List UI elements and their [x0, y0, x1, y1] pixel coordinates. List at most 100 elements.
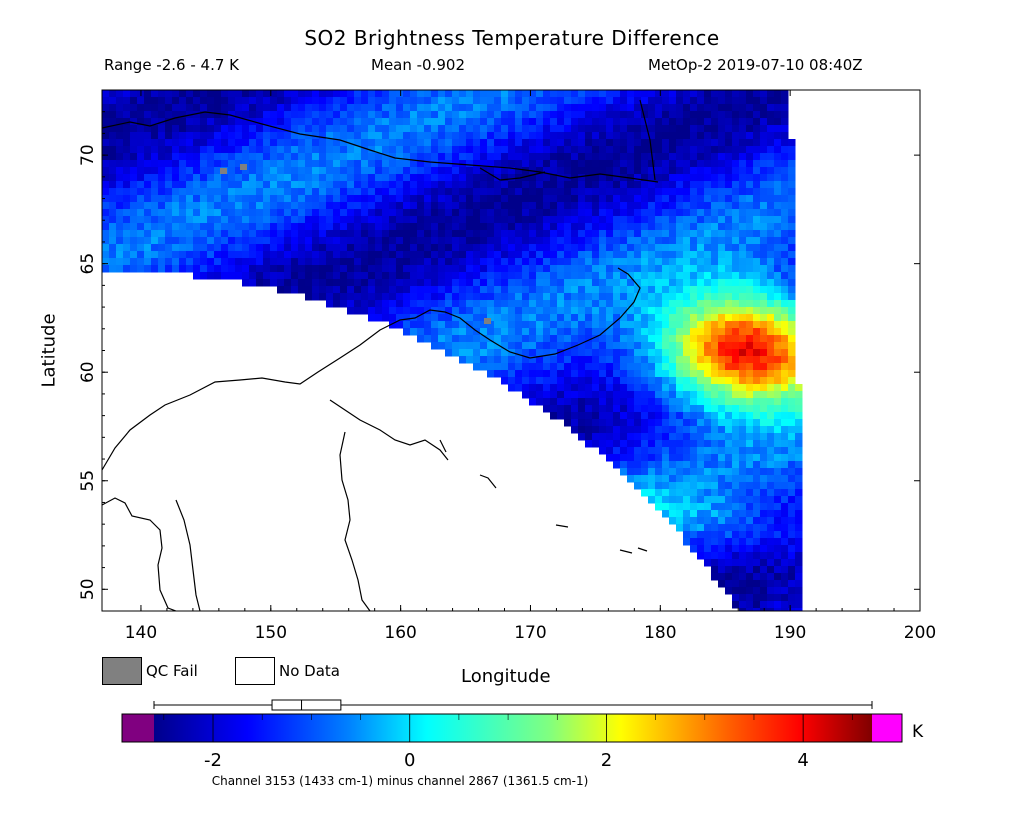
heatmap-cell — [382, 153, 390, 161]
heatmap-cell — [585, 167, 593, 175]
colorbar-over-swatch — [872, 714, 902, 742]
heatmap-cell — [718, 272, 726, 280]
heatmap-cell — [704, 545, 712, 553]
heatmap-cell — [347, 279, 355, 287]
heatmap-cell — [599, 167, 607, 175]
heatmap-cell — [473, 174, 481, 182]
heatmap-cell — [487, 174, 495, 182]
heatmap-cell — [641, 370, 649, 378]
heatmap-cell — [627, 153, 635, 161]
heatmap-cell — [753, 482, 761, 490]
heatmap-cell — [340, 90, 348, 98]
heatmap-cell — [774, 139, 782, 147]
heatmap-cell — [592, 335, 600, 343]
heatmap-cell — [774, 167, 782, 175]
heatmap-cell — [711, 272, 719, 280]
heatmap-cell — [326, 146, 334, 154]
heatmap-cell — [704, 426, 712, 434]
heatmap-cell — [634, 202, 642, 210]
heatmap-cell — [774, 174, 782, 182]
heatmap-cell — [543, 244, 551, 252]
heatmap-cell — [669, 258, 677, 266]
heatmap-cell — [403, 314, 411, 322]
heatmap-cell — [487, 132, 495, 140]
heatmap-cell — [207, 265, 215, 273]
heatmap-cell — [739, 244, 747, 252]
heatmap-cell — [312, 202, 320, 210]
heatmap-cell — [683, 244, 691, 252]
heatmap-cell — [410, 181, 418, 189]
heatmap-cell — [711, 510, 719, 518]
heatmap-cell — [550, 412, 558, 420]
heatmap-cell — [431, 167, 439, 175]
heatmap-cell — [753, 181, 761, 189]
heatmap-cell — [291, 195, 299, 203]
heatmap-cell — [585, 258, 593, 266]
heatmap-cell — [557, 181, 565, 189]
heatmap-cell — [557, 167, 565, 175]
heatmap-cell — [753, 468, 761, 476]
heatmap-cell — [431, 223, 439, 231]
heatmap-cell — [613, 202, 621, 210]
heatmap-cell — [739, 510, 747, 518]
heatmap-cell — [613, 405, 621, 413]
heatmap-cell — [774, 608, 782, 611]
heatmap-cell — [165, 188, 173, 196]
heatmap-cell — [781, 279, 789, 287]
heatmap-cell — [739, 174, 747, 182]
heatmap-cell — [536, 314, 544, 322]
heatmap-cell — [606, 258, 614, 266]
heatmap-cell — [375, 195, 383, 203]
heatmap-cell — [116, 202, 124, 210]
heatmap-cell — [767, 391, 775, 399]
heatmap-cell — [165, 195, 173, 203]
heatmap-cell — [725, 174, 733, 182]
heatmap-cell — [375, 174, 383, 182]
heatmap-cell — [144, 118, 152, 126]
heatmap-cell — [676, 447, 684, 455]
heatmap-cell — [592, 146, 600, 154]
heatmap-cell — [690, 370, 698, 378]
heatmap-cell — [130, 153, 138, 161]
heatmap-cell — [235, 160, 243, 168]
heatmap-cell — [655, 244, 663, 252]
heatmap-cell — [613, 314, 621, 322]
heatmap-cell — [410, 202, 418, 210]
heatmap-cell — [438, 111, 446, 119]
heatmap-cell — [683, 419, 691, 427]
heatmap-cell — [620, 230, 628, 238]
heatmap-cell — [494, 97, 502, 105]
heatmap-cell — [123, 139, 131, 147]
heatmap-cell — [172, 132, 180, 140]
heatmap-cell — [305, 181, 313, 189]
heatmap-cell — [186, 118, 194, 126]
heatmap-cell — [753, 489, 761, 497]
heatmap-cell — [123, 216, 131, 224]
heatmap-cell — [725, 370, 733, 378]
heatmap-cell — [242, 153, 250, 161]
heatmap-cell — [543, 174, 551, 182]
heatmap-cell — [172, 90, 180, 98]
heatmap-cell — [410, 265, 418, 273]
heatmap-cell — [333, 97, 341, 105]
heatmap-cell — [207, 230, 215, 238]
heatmap-cell — [655, 363, 663, 371]
heatmap-cell — [536, 188, 544, 196]
heatmap-cell — [648, 181, 656, 189]
heatmap-cell — [788, 244, 796, 252]
heatmap-cell — [340, 160, 348, 168]
heatmap-cell — [431, 132, 439, 140]
heatmap-cell — [620, 433, 628, 441]
heatmap-cell — [389, 132, 397, 140]
heatmap-cell — [557, 223, 565, 231]
heatmap-cell — [487, 167, 495, 175]
heatmap-cell — [795, 594, 803, 602]
heatmap-cell — [606, 293, 614, 301]
heatmap-cell — [641, 335, 649, 343]
heatmap-cell — [564, 244, 572, 252]
heatmap-cell — [235, 153, 243, 161]
heatmap-cell — [536, 174, 544, 182]
heatmap-cell — [578, 258, 586, 266]
heatmap-cell — [466, 209, 474, 217]
heatmap-cell — [781, 153, 789, 161]
